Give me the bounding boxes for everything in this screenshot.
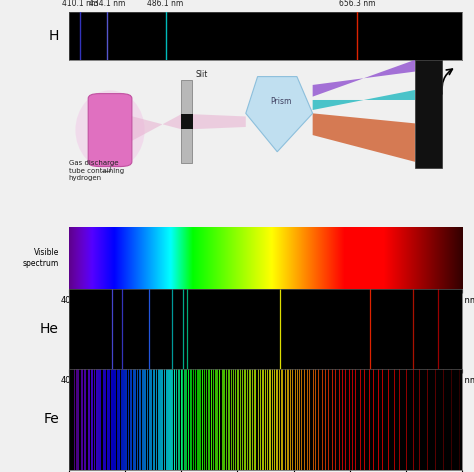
Polygon shape bbox=[313, 90, 415, 110]
Polygon shape bbox=[121, 113, 181, 147]
Text: 410.1 nm: 410.1 nm bbox=[62, 0, 98, 8]
FancyBboxPatch shape bbox=[415, 60, 442, 169]
FancyBboxPatch shape bbox=[181, 80, 192, 163]
Text: He: He bbox=[40, 322, 59, 336]
Polygon shape bbox=[313, 113, 415, 162]
Text: 656.3 nm: 656.3 nm bbox=[338, 0, 375, 8]
Text: Slit: Slit bbox=[195, 70, 208, 79]
Text: 486.1 nm: 486.1 nm bbox=[147, 0, 183, 8]
Text: Fe: Fe bbox=[43, 412, 59, 426]
Text: Prism: Prism bbox=[271, 97, 292, 106]
Text: Visible
spectrum: Visible spectrum bbox=[23, 248, 59, 268]
Text: 434.1 nm: 434.1 nm bbox=[89, 0, 125, 8]
Polygon shape bbox=[192, 114, 246, 129]
Polygon shape bbox=[246, 76, 313, 152]
FancyBboxPatch shape bbox=[181, 114, 192, 129]
FancyBboxPatch shape bbox=[88, 93, 132, 167]
Text: H: H bbox=[48, 29, 59, 43]
Ellipse shape bbox=[75, 90, 145, 170]
Polygon shape bbox=[313, 60, 415, 97]
Text: Gas discharge
tube containing
hydrogen: Gas discharge tube containing hydrogen bbox=[69, 160, 124, 181]
